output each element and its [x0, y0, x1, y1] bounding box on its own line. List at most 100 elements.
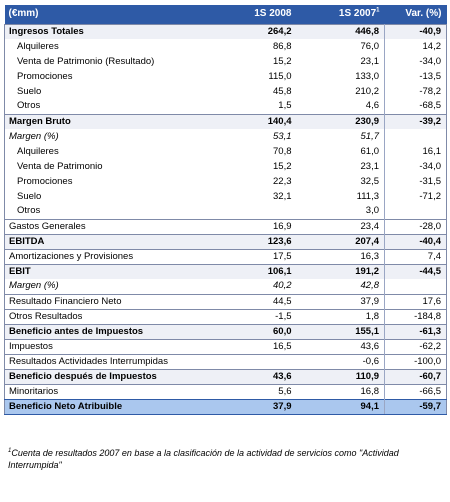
- value-1s-2008: 106,1: [214, 264, 297, 279]
- value-variation: -40,9: [384, 24, 447, 39]
- value-1s-2007: 111,3: [356, 190, 379, 202]
- value-1s-2008: 16,5: [273, 340, 292, 352]
- value-1s-2007: 230,9: [296, 114, 385, 129]
- row-label: Margen Bruto: [4, 114, 215, 129]
- value-1s-2008: [215, 354, 297, 369]
- value-variation: -60,7: [384, 369, 447, 384]
- value-1s-2008: 15,2: [273, 55, 292, 67]
- row-label: Venta de Patrimonio: [17, 160, 103, 172]
- row-label: Beneficio antes de Impuestos: [4, 324, 215, 339]
- table-row: Venta de Patrimonio 15,2 23,1 -34,0: [5, 159, 447, 174]
- income-statement-table: (€mm) 1S 2008 1S 20071 Var. (%) Ingresos…: [4, 5, 447, 415]
- value-variation: 17,6: [384, 294, 447, 309]
- value-variation: [384, 204, 447, 219]
- value-1s-2008: 5,6: [278, 385, 292, 397]
- table-row: Alquileres 86,8 76,0 14,2: [5, 39, 447, 54]
- header-1s-2007: 1S 20071: [296, 5, 385, 24]
- row-label: Amortizaciones y Provisiones: [9, 250, 134, 262]
- row-label: Otros Resultados: [9, 310, 83, 322]
- value-1s-2008: [215, 204, 297, 219]
- row-label: Margen (%): [9, 280, 59, 292]
- header-units: (€mm): [4, 5, 215, 24]
- row-label: Suelo: [17, 85, 42, 97]
- value-1s-2007: 76,0: [360, 40, 380, 52]
- table-row: Alquileres 70,8 61,0 16,1: [5, 144, 447, 159]
- value-variation: 14,2: [384, 39, 447, 54]
- table-row: Promociones 115,0 133,0 -13,5: [5, 69, 447, 84]
- table-row: Resultados Actividades Interrumpidas -0,6…: [4, 354, 447, 369]
- row-label: Margen (%): [9, 130, 59, 142]
- row-label: Alquileres: [17, 145, 59, 157]
- table-row: EBITDA 123,6 207,4 -40,4: [4, 234, 447, 249]
- value-1s-2008: -1,5: [275, 310, 292, 322]
- row-label: Otros: [17, 205, 41, 217]
- value-1s-2007: 110,9: [296, 369, 385, 384]
- value-variation: -68,5: [384, 99, 447, 114]
- value-1s-2008: 40,2: [273, 280, 292, 292]
- value-variation: -31,5: [384, 174, 447, 189]
- value-variation: -13,5: [384, 69, 447, 84]
- row-label: Venta de Patrimonio (Resultado): [17, 55, 155, 67]
- value-variation: -44,5: [384, 264, 447, 279]
- value-1s-2007: 94,1: [296, 398, 385, 415]
- table-row: Promociones 22,3 32,5 -31,5: [5, 174, 447, 189]
- value-variation: -78,2: [384, 84, 447, 99]
- value-1s-2008: 16,9: [273, 220, 292, 232]
- table-row: Resultado Financiero Neto 44,5 37,9 17,6: [4, 294, 447, 309]
- row-label: Otros: [17, 100, 41, 112]
- row-label: Beneficio Neto Atribuible: [4, 398, 215, 415]
- value-1s-2008: 32,1: [273, 190, 292, 202]
- value-1s-2008: 60,0: [214, 324, 297, 339]
- value-1s-2008: 70,8: [273, 145, 292, 157]
- table-row: Otros 3,0: [5, 204, 447, 219]
- value-1s-2007: 210,2: [355, 85, 379, 97]
- table-row: Ingresos Totales 264,2 446,8 -40,9: [4, 24, 447, 39]
- row-label: EBITDA: [4, 234, 215, 249]
- value-variation: -40,4: [384, 234, 447, 249]
- footnote-marker: 1: [376, 7, 380, 14]
- table-row: EBIT 106,1 191,2 -44,5: [4, 264, 447, 279]
- value-variation: 16,1: [384, 144, 447, 159]
- value-1s-2008: 43,6: [214, 369, 297, 384]
- row-label: Promociones: [17, 70, 73, 82]
- value-1s-2008: 1,5: [278, 100, 292, 112]
- value-1s-2007: -0,6: [362, 355, 379, 367]
- row-label: Minoritarios: [9, 385, 59, 397]
- value-1s-2007: 23,1: [360, 55, 380, 67]
- row-label: EBIT: [4, 264, 215, 279]
- row-label: Resultados Actividades Interrumpidas: [9, 355, 168, 367]
- row-label: Alquileres: [17, 40, 59, 52]
- value-1s-2007: 446,8: [296, 24, 385, 39]
- table-row: Suelo 45,8 210,2 -78,2: [5, 84, 447, 99]
- value-1s-2008: 37,9: [214, 398, 297, 415]
- table-row: Beneficio después de Impuestos 43,6 110,9-…: [4, 369, 447, 384]
- value-variation: -28,0: [384, 219, 447, 234]
- value-variation: -34,0: [384, 159, 447, 174]
- value-variation: -59,7: [384, 398, 447, 415]
- value-1s-2007: 16,8: [360, 385, 380, 397]
- value-1s-2008: 140,4: [214, 114, 297, 129]
- value-1s-2007: 191,2: [296, 264, 385, 279]
- value-1s-2007: 4,6: [365, 100, 379, 112]
- value-variation: -62,2: [384, 339, 447, 354]
- value-1s-2007: 37,9: [360, 295, 380, 307]
- financial-table-container: (€mm) 1S 2008 1S 20071 Var. (%) Ingresos…: [4, 5, 447, 415]
- row-label: Suelo: [17, 190, 42, 202]
- table-row: Otros Resultados -1,5 1,8 -184,8: [4, 309, 447, 324]
- value-variation: -100,0: [384, 354, 447, 369]
- value-1s-2007: 155,1: [296, 324, 385, 339]
- table-row: Beneficio antes de Impuestos 60,0 155,1 -61…: [4, 324, 447, 339]
- table-row: Otros 1,5 4,6 -68,5: [5, 99, 447, 114]
- value-1s-2007: 51,7: [360, 130, 380, 142]
- row-label: Promociones: [17, 175, 73, 187]
- table-row: Amortizaciones y Provisiones 17,5 16,3 7,4: [4, 249, 447, 264]
- header-1s-2008: 1S 2008: [214, 5, 297, 24]
- header-variation: Var. (%): [384, 5, 447, 24]
- table-row: Minoritarios 5,6 16,8 -66,5: [4, 384, 447, 399]
- value-1s-2008: 115,0: [268, 70, 292, 82]
- table-row: Impuestos 16,5 43,6 -62,2: [4, 339, 447, 354]
- value-variation: [384, 279, 447, 294]
- value-1s-2007: 23,4: [360, 220, 380, 232]
- row-label: Beneficio después de Impuestos: [4, 369, 215, 384]
- value-variation: 7,4: [384, 249, 447, 264]
